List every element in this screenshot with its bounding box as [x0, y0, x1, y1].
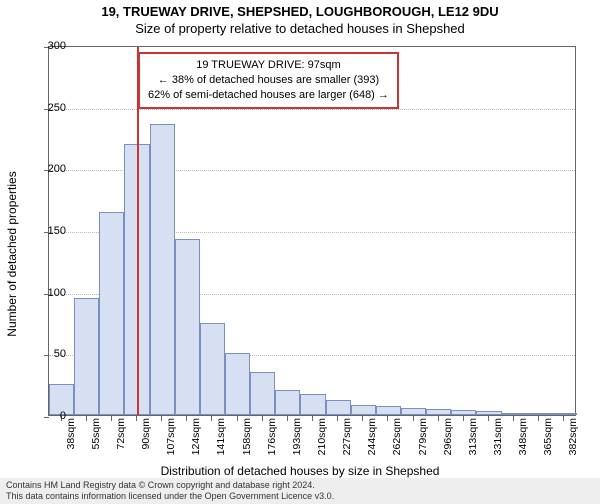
histogram-bar	[552, 413, 577, 415]
xtick-mark	[488, 416, 489, 421]
marker-info-box: 19 TRUEWAY DRIVE: 97sqm ← 38% of detache…	[138, 52, 399, 109]
xtick-mark	[538, 416, 539, 421]
footer-line2: This data contains information licensed …	[6, 491, 594, 502]
histogram-bar	[351, 405, 376, 415]
info-box-line1: 19 TRUEWAY DRIVE: 97sqm	[148, 58, 389, 73]
histogram-bar	[401, 408, 426, 415]
xtick-mark	[136, 416, 137, 421]
xtick-mark	[413, 416, 414, 421]
histogram-bar	[74, 298, 99, 415]
xtick-mark	[463, 416, 464, 421]
xtick-mark	[563, 416, 564, 421]
histogram-bar	[451, 410, 476, 415]
chart-title-line2: Size of property relative to detached ho…	[0, 21, 600, 36]
ytick-label: 0	[26, 410, 66, 422]
xtick-mark	[111, 416, 112, 421]
xtick-mark	[262, 416, 263, 421]
histogram-bar	[376, 406, 401, 415]
histogram-bar	[426, 409, 451, 415]
xtick-mark	[387, 416, 388, 421]
histogram-bar	[275, 390, 300, 415]
xtick-mark	[211, 416, 212, 421]
footer-line1: Contains HM Land Registry data © Crown c…	[6, 480, 594, 491]
ytick-label: 250	[26, 102, 66, 114]
info-box-line3: 62% of semi-detached houses are larger (…	[148, 88, 389, 103]
xtick-mark	[161, 416, 162, 421]
gridline	[49, 109, 575, 110]
histogram-bar	[99, 212, 124, 416]
histogram-bar	[200, 323, 225, 416]
x-axis-label: Distribution of detached houses by size …	[0, 464, 600, 478]
ytick-label: 200	[26, 163, 66, 175]
histogram-bar	[225, 353, 250, 415]
ytick-label: 300	[26, 40, 66, 52]
histogram-bar	[502, 413, 527, 415]
histogram-bar	[175, 239, 200, 415]
xtick-mark	[287, 416, 288, 421]
ytick-label: 100	[26, 287, 66, 299]
xtick-mark	[362, 416, 363, 421]
ytick-label: 50	[26, 348, 66, 360]
xtick-mark	[438, 416, 439, 421]
chart-area: 19 TRUEWAY DRIVE: 97sqm ← 38% of detache…	[48, 46, 576, 416]
histogram-bar	[300, 394, 325, 415]
xtick-mark	[513, 416, 514, 421]
xtick-mark	[237, 416, 238, 421]
ytick-label: 150	[26, 225, 66, 237]
footer: Contains HM Land Registry data © Crown c…	[0, 478, 600, 504]
xtick-mark	[312, 416, 313, 421]
histogram-bar	[326, 400, 351, 415]
histogram-bar	[527, 413, 552, 415]
histogram-bar	[476, 411, 501, 415]
xtick-mark	[337, 416, 338, 421]
y-axis-label: Number of detached properties	[5, 171, 19, 336]
xtick-mark	[186, 416, 187, 421]
chart-title-line1: 19, TRUEWAY DRIVE, SHEPSHED, LOUGHBOROUG…	[0, 4, 600, 19]
histogram-bar	[150, 124, 175, 415]
xtick-mark	[86, 416, 87, 421]
info-box-line2: ← 38% of detached houses are smaller (39…	[148, 73, 389, 88]
histogram-bar	[250, 372, 275, 415]
